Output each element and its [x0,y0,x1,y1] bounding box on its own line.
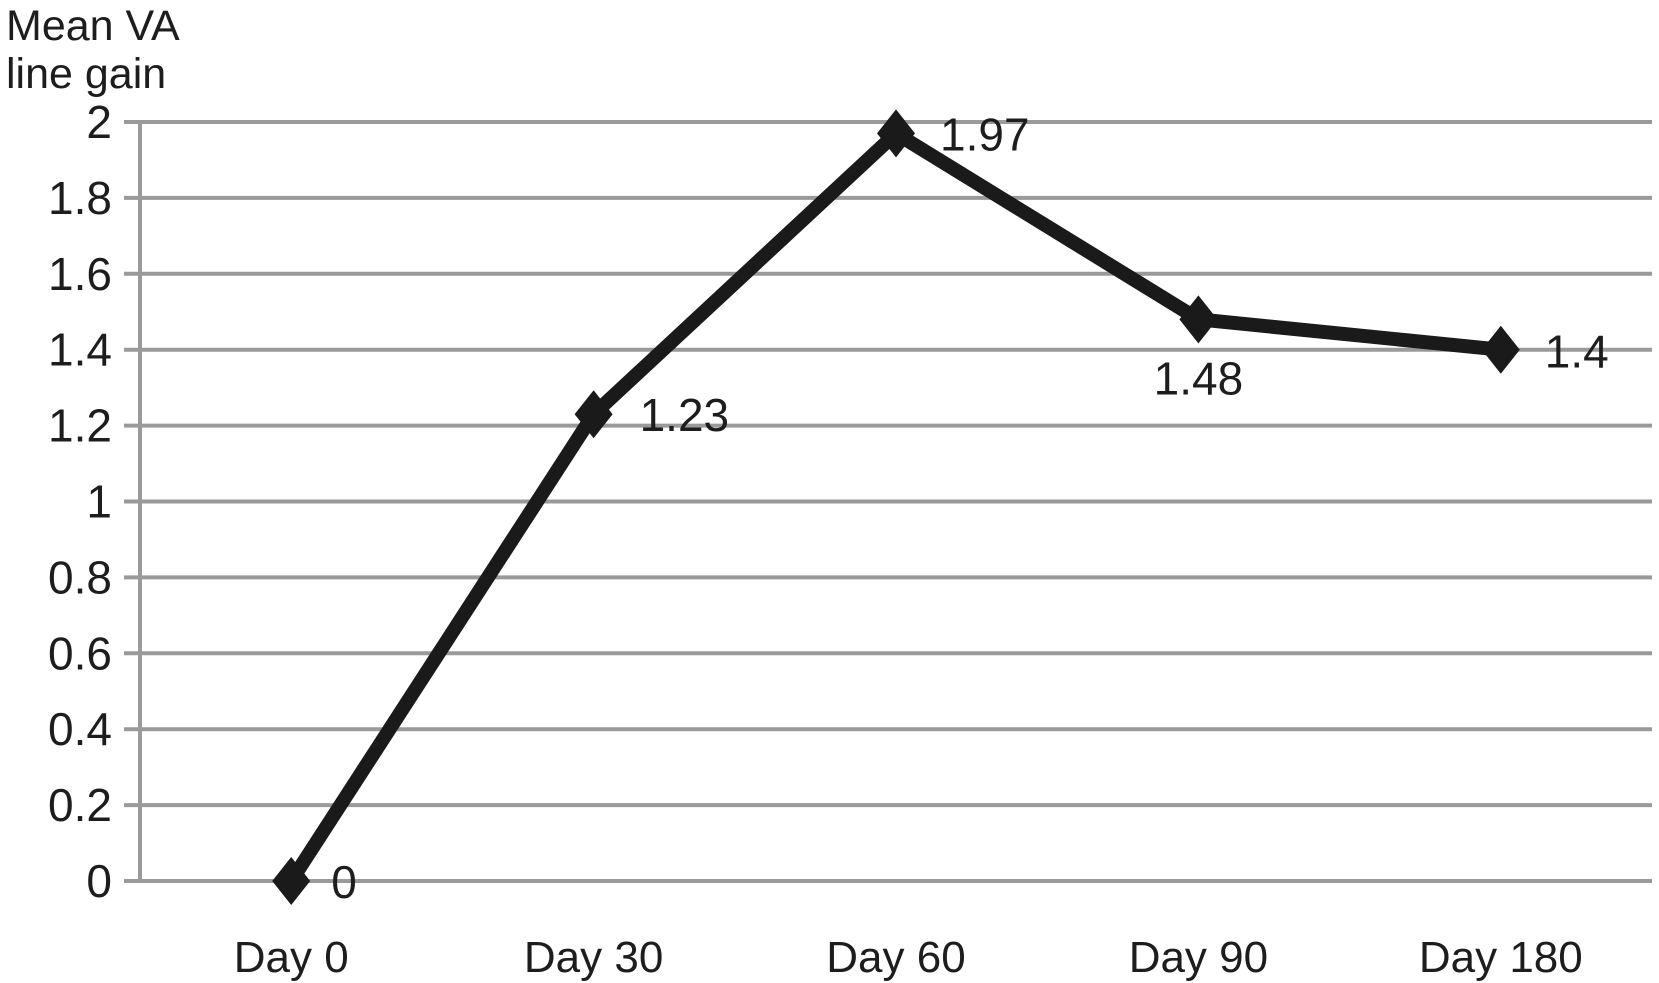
y-tick-label: 1 [86,476,112,528]
y-tick-label: 0.4 [48,703,112,755]
x-axis-label: Day 0 [234,933,349,982]
data-point-label: 1.23 [640,389,730,441]
data-point-label: 1.48 [1154,352,1244,404]
series-line [285,124,1502,885]
y-tick-label: 1.6 [48,248,112,300]
x-axis-label: Day 30 [524,933,663,982]
y-axis-title-line2: line gain [6,50,167,98]
y-axis-title-line1: Mean VA [6,2,180,50]
y-tick-label: 2 [86,96,112,148]
y-tick-label: 0.8 [48,551,112,603]
y-tick-label: 1.8 [48,172,112,224]
y-tick-label: 0.2 [48,779,112,831]
y-tick-label: 1.2 [48,400,112,452]
data-point-marker [877,109,915,158]
data-point-label: 1.4 [1545,326,1609,378]
data-point-marker [1179,295,1218,344]
y-tick-label: 0.6 [48,627,112,679]
data-point-label: 1.97 [940,108,1030,160]
y-tick-label: 0 [86,855,112,907]
data-point-marker [272,857,311,905]
y-axis-title: Mean VA line gain [6,2,180,98]
data-point-marker [1481,325,1520,374]
x-axis-label: Day 180 [1419,933,1583,982]
x-axis-label: Day 60 [826,933,965,982]
y-tick-label: 1.4 [48,324,112,376]
data-point-marker [574,390,613,439]
x-axis-label: Day 90 [1129,933,1268,982]
data-point-label: 0 [331,856,357,908]
